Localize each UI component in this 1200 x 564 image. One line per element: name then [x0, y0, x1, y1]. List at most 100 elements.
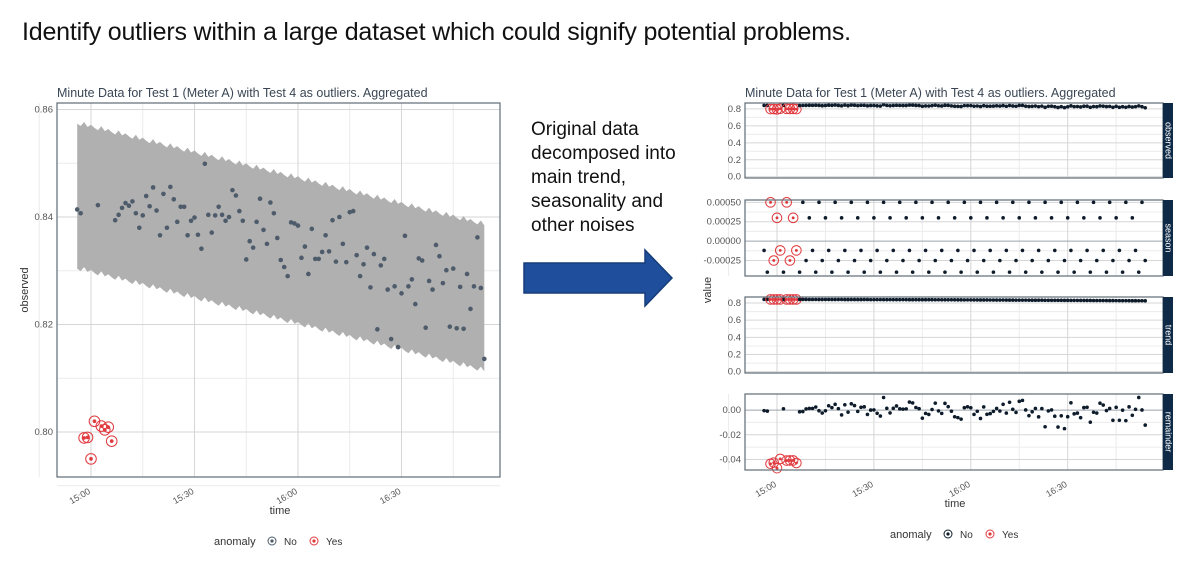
data-point [933, 401, 938, 405]
anomaly-point [781, 197, 792, 208]
anomaly-point-center [775, 107, 779, 111]
data-point [454, 325, 460, 331]
legend-yes-icon-center [988, 532, 992, 536]
panel-trend: 0.0 0.2 0.4 0.6 0.8 trend [728, 294, 1174, 378]
data-point [826, 297, 831, 302]
anomaly-point-center [788, 458, 792, 462]
anomaly-point [95, 420, 108, 432]
data-point [833, 103, 837, 107]
data-point [959, 417, 963, 421]
data-point [1104, 270, 1109, 274]
data-point [943, 270, 947, 274]
data-point [337, 214, 342, 220]
data-point [371, 251, 377, 257]
data-point [894, 297, 899, 302]
data-point [1043, 105, 1047, 110]
data-point [1007, 400, 1012, 405]
anomaly-point [99, 424, 111, 436]
data-point [357, 273, 363, 279]
anomaly-point [771, 462, 783, 474]
data-point [923, 411, 928, 416]
y-tick-label: 0.00050 [707, 197, 741, 208]
data-point [872, 297, 876, 302]
strip [1163, 103, 1173, 178]
data-point [872, 216, 876, 220]
anomaly-point-center [791, 107, 795, 111]
data-point [1043, 298, 1047, 303]
data-point [264, 241, 270, 247]
data-point [482, 356, 487, 362]
data-point [998, 258, 1002, 263]
anomaly-point-center [778, 297, 782, 301]
data-point [1107, 406, 1112, 411]
data-point [865, 200, 870, 205]
data-point [1023, 270, 1028, 274]
anomaly-point-center [794, 461, 798, 465]
data-point [875, 104, 879, 108]
data-point [354, 252, 359, 258]
data-point [154, 208, 159, 213]
anomaly-point [781, 455, 792, 466]
data-point [981, 298, 986, 302]
data-point [1133, 407, 1138, 412]
data-point [1091, 298, 1096, 303]
data-point [801, 200, 805, 205]
data-point [956, 248, 960, 253]
data-point [781, 297, 786, 302]
data-point [939, 248, 944, 253]
y-axis-label: observed [19, 267, 31, 312]
data-point [878, 270, 883, 274]
data-point [1056, 425, 1060, 429]
data-point [904, 297, 908, 302]
data-point [1020, 398, 1025, 403]
anomaly-point [784, 294, 796, 305]
anomaly-point [78, 432, 90, 444]
data-point [959, 270, 963, 274]
data-point [797, 409, 802, 414]
panel-observed: 0.0 0.2 0.4 0.6 0.8 observed [728, 102, 1174, 183]
data-point [978, 416, 983, 421]
data-point [1004, 411, 1009, 415]
data-point [268, 200, 273, 205]
data-point [907, 297, 912, 302]
data-point [930, 200, 934, 205]
data-point [939, 411, 944, 416]
data-point [1078, 105, 1083, 109]
data-point [1072, 298, 1076, 303]
data-point [140, 213, 146, 218]
data-point [843, 248, 847, 253]
data-point [914, 297, 918, 302]
data-point [1030, 258, 1034, 263]
data-point [1062, 258, 1067, 263]
data-point [797, 270, 802, 274]
data-point [261, 227, 266, 233]
data-point [897, 103, 902, 108]
data-point [846, 410, 850, 414]
data-point [1052, 104, 1057, 109]
data-point [1065, 104, 1070, 109]
slide-title: Identify outliers within a large dataset… [22, 18, 851, 46]
data-point [901, 297, 905, 302]
data-point [817, 200, 821, 205]
data-point [975, 298, 980, 302]
y-tick-label: 0.00000 [707, 236, 741, 247]
data-point [143, 193, 149, 199]
data-point [1030, 104, 1034, 109]
data-point [378, 263, 384, 268]
data-point [994, 406, 999, 411]
data-point [933, 258, 938, 263]
data-point [1124, 200, 1128, 205]
data-point [988, 104, 992, 109]
data-point [1007, 298, 1012, 302]
data-point [927, 297, 931, 302]
data-point [962, 405, 967, 410]
data-point [1082, 405, 1086, 410]
data-point [1082, 216, 1086, 220]
data-point [868, 258, 873, 263]
data-point [250, 245, 256, 250]
data-point [817, 103, 821, 108]
data-point [1052, 414, 1057, 419]
data-point [126, 203, 132, 209]
y-tick-label: 0.82 [35, 320, 54, 331]
